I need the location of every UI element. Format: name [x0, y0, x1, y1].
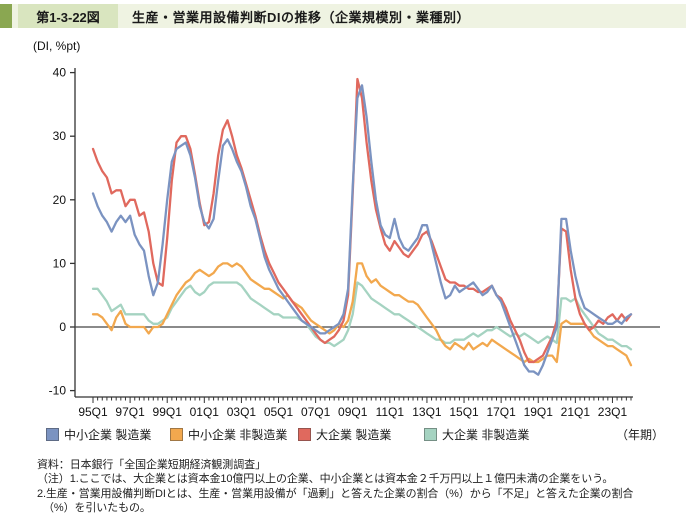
- legend-swatch-icon: [424, 428, 437, 441]
- x-tick-label: 05Q1: [264, 405, 294, 419]
- note-2: 2.生産・営業用設備判断DIとは、生産・営業用設備が「過剰」と答えた企業の割合（…: [37, 487, 634, 500]
- x-tick-label: 13Q1: [412, 405, 442, 419]
- x-tick-label: 97Q1: [115, 405, 145, 419]
- legend-label: 大企業 製造業: [316, 428, 392, 442]
- x-tick-label: 07Q1: [301, 405, 331, 419]
- x-tick-label: 01Q1: [190, 405, 220, 419]
- x-tick-label: 21Q1: [561, 405, 591, 419]
- legend-swatch-icon: [46, 428, 59, 441]
- x-tick-label: 09Q1: [338, 405, 368, 419]
- x-tick-label: 23Q1: [598, 405, 628, 419]
- x-tick-label: 95Q1: [78, 405, 108, 419]
- series-line-0: [91, 84, 633, 376]
- y-tick-label: 20: [53, 193, 67, 207]
- legend-label: 大企業 非製造業: [442, 428, 530, 442]
- figure-number-box: 第1-3-22図: [18, 4, 118, 28]
- y-tick-label: -10: [49, 384, 67, 398]
- x-tick-label: 17Q1: [486, 405, 516, 419]
- legend-swatch-icon: [298, 428, 311, 441]
- series-line-1: [91, 262, 633, 367]
- legend-item: 大企業 製造業: [298, 426, 391, 443]
- legend-item: 中小企業 非製造業: [170, 426, 287, 443]
- figure-number: 第1-3-22図: [36, 9, 100, 25]
- y-tick-label: 40: [53, 66, 67, 80]
- y-axis-unit-label: (DI, %pt): [33, 39, 80, 53]
- legend-item: 中小企業 製造業: [46, 426, 151, 443]
- x-tick-label: 99Q1: [153, 405, 183, 419]
- y-tick-label: 10: [53, 256, 67, 270]
- x-axis-period-label: （年期）: [616, 428, 665, 442]
- legend-swatch-icon: [170, 428, 183, 441]
- legend-label: 中小企業 非製造業: [188, 428, 288, 442]
- legend-item: 大企業 非製造業: [424, 426, 529, 443]
- x-tick-label: 11Q1: [376, 405, 405, 419]
- y-tick-label: 0: [59, 320, 66, 334]
- chart-legend: 中小企業 製造業 中小企業 非製造業 大企業 製造業 大企業 非製造業: [0, 426, 686, 442]
- di-line-chart: (DI, %pt) 40 30 20 10 0 -10 95Q1 97Q1 99Q1 01Q1 03Q…: [33, 39, 660, 419]
- header-accent-block: [0, 4, 12, 28]
- series-line-2: [91, 77, 633, 364]
- note-source: 資料：日本銀行「全国企業短期経済観測調査」: [37, 459, 266, 471]
- x-tick-label: 19Q1: [524, 405, 554, 419]
- note-2-continued: （%）を引いたもの。: [43, 501, 151, 514]
- figure-title: 生産・営業用設備判断DIの推移（企業規模別・業種別）: [132, 9, 471, 25]
- x-tick-label: 15Q1: [449, 405, 479, 419]
- figure-header: 第1-3-22図 生産・営業用設備判断DIの推移（企業規模別・業種別）: [0, 4, 686, 28]
- y-tick-label: 30: [53, 129, 67, 143]
- figure-notes: 資料：日本銀行「全国企業短期経済観測調査」 （注）1.ここでは、大企業とは資本金…: [37, 458, 667, 515]
- x-tick-label: 03Q1: [227, 405, 257, 419]
- note-1: （注）1.ここでは、大企業とは資本金10億円以上の企業、中小企業とは資本金２千万…: [37, 473, 614, 486]
- legend-label: 中小企業 製造業: [64, 428, 152, 442]
- series-line-3: [91, 281, 633, 351]
